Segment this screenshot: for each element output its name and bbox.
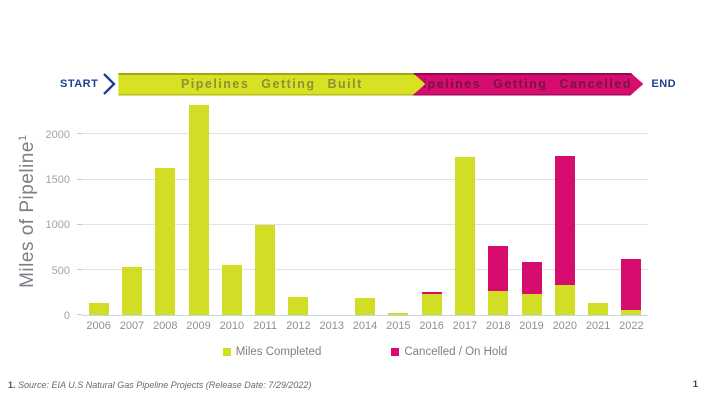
legend: Miles Completed Cancelled / On Hold [82, 346, 648, 358]
x-axis-label-2020: 2020 [552, 320, 578, 332]
y-tickmark-0 [77, 314, 82, 315]
x-axis-label-2013: 2013 [319, 320, 344, 332]
footnote-number: 1. [8, 380, 16, 390]
bar-cancelled-2019 [521, 261, 542, 295]
bar-completed-2018 [488, 290, 509, 315]
x-axis-label-2021: 2021 [585, 320, 611, 332]
bar-completed-2012 [288, 296, 309, 315]
bar-completed-2019 [521, 294, 542, 315]
x-axis-label-2008: 2008 [153, 320, 178, 332]
bar-group-2010 [215, 100, 248, 315]
bar-group-2014 [348, 100, 381, 315]
bar-group-2007 [115, 100, 148, 315]
y-tickmark-2000 [77, 133, 82, 135]
y-tickmark-1000 [77, 223, 82, 225]
bar-completed-2021 [588, 303, 609, 315]
bar-completed-2009 [188, 104, 209, 315]
x-axis-labels: 2006 2007 2008 2009 2010 2011 2012 2013 2014 2015… [82, 320, 648, 332]
legend-label: Miles Completed [235, 346, 322, 358]
banner-built-label: Pipelines Getting Built [180, 77, 363, 91]
bar-group-2013 [315, 100, 348, 315]
gridline-2000 [82, 133, 648, 135]
y-tick-label-0: 0 [63, 310, 70, 322]
footnote-text: Source: EIA U.S Natural Gas Pipeline Pro… [18, 380, 312, 390]
bar-completed-2022 [621, 309, 642, 315]
x-axis-label-2019: 2019 [519, 320, 544, 332]
y-axis-ticks: 0 500 1000 1500 2000 [30, 100, 76, 323]
gridline-500 [82, 268, 648, 270]
bar-completed-2008 [155, 167, 176, 315]
x-axis-label-2017: 2017 [452, 320, 478, 332]
x-axis-label-2007: 2007 [119, 320, 145, 332]
y-tickmark-500 [77, 268, 82, 270]
x-axis-label-2016: 2016 [419, 320, 444, 332]
bar-cancelled-2022 [621, 259, 642, 310]
source-footnote: 1. Source: EIA U.S Natural Gas Pipeline … [8, 380, 311, 390]
bar-cancelled-2018 [488, 246, 509, 291]
process-banner: START Pipelines Getting Built Pipelines … [60, 72, 690, 96]
bar-group-2020 [548, 100, 581, 315]
x-axis-label-2014: 2014 [352, 320, 378, 332]
y-axis-title-footnote-marker: 1 [16, 134, 29, 142]
bar-group-2008 [149, 100, 182, 315]
bar-cancelled-2020 [554, 156, 575, 286]
y-tick-label-1500: 1500 [45, 173, 70, 186]
bar-group-2017 [448, 100, 481, 315]
bar-group-2015 [382, 100, 415, 315]
bar-completed-2020 [554, 285, 575, 315]
banner-start-label: START [60, 78, 99, 90]
bar-completed-2015 [388, 312, 409, 315]
legend-item-cancelled-on-hold: Cancelled / On Hold [391, 346, 507, 358]
banner-cancelled-segment: Pipelines Getting Cancelled [411, 73, 643, 96]
x-axis-label-2012: 2012 [286, 320, 311, 332]
bar-group-2018 [482, 100, 515, 315]
y-tick-label-2000: 2000 [45, 128, 70, 141]
x-axis-label-2011: 2011 [253, 320, 277, 332]
bar-group-2011 [248, 100, 281, 315]
y-tick-label-1000: 1000 [45, 219, 70, 232]
banner-end-label: END [651, 78, 677, 90]
x-axis-label-2006: 2006 [86, 320, 111, 332]
x-axis-label-2022: 2022 [619, 320, 644, 332]
page-number: 1 [692, 379, 698, 390]
y-tickmark-1500 [77, 178, 82, 180]
bar-group-2009 [182, 100, 215, 315]
bar-group-2019 [515, 100, 548, 315]
bar-group-2021 [581, 100, 614, 315]
legend-label: Cancelled / On Hold [404, 346, 508, 358]
gridline-1000 [82, 223, 648, 225]
x-axis-label-2010: 2010 [219, 320, 245, 332]
banner-cancelled-label: Pipelines Getting Cancelled [412, 77, 632, 91]
x-axis-label-2015: 2015 [386, 320, 411, 332]
bar-cancelled-2016 [421, 291, 442, 295]
bar-completed-2006 [88, 303, 109, 315]
bar-group-2022 [615, 100, 648, 315]
bar-group-2006 [82, 100, 115, 315]
bar-completed-2007 [121, 267, 142, 315]
bar-completed-2017 [454, 156, 475, 315]
bar-group-2016 [415, 100, 448, 315]
x-axis-label-2018: 2018 [485, 320, 511, 332]
bar-group-2012 [282, 100, 315, 315]
y-tick-label-500: 500 [51, 264, 70, 277]
chevron-right-icon [103, 73, 117, 95]
banner-built-segment: Pipelines Getting Built [118, 73, 425, 96]
bar-completed-2014 [355, 297, 376, 315]
gridline-1500 [82, 178, 648, 180]
legend-swatch-icon [391, 348, 400, 356]
plot-area [77, 100, 648, 316]
bar-completed-2010 [221, 265, 242, 315]
legend-item-miles-completed: Miles Completed [222, 346, 322, 358]
bar-completed-2011 [255, 224, 276, 315]
bar-series [82, 100, 648, 315]
bar-completed-2016 [421, 294, 442, 315]
legend-swatch-icon [222, 348, 231, 356]
x-axis-label-2009: 2009 [186, 320, 211, 332]
